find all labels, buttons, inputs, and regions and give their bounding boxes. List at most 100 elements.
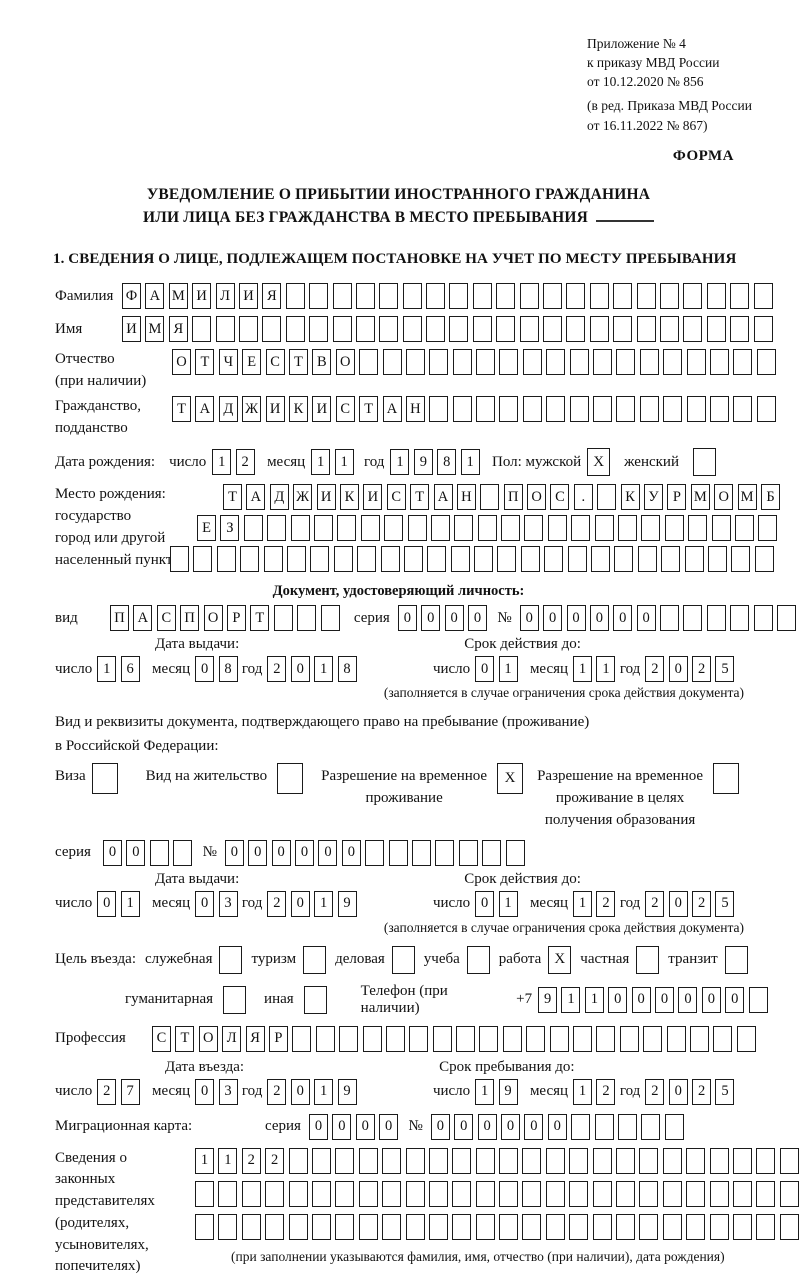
- form-cell[interactable]: Н: [456, 484, 476, 511]
- form-cell[interactable]: 0: [379, 1113, 399, 1140]
- form-cell[interactable]: Ж: [242, 395, 262, 422]
- form-cell[interactable]: [360, 515, 380, 542]
- form-cell[interactable]: [707, 546, 727, 573]
- form-cell[interactable]: 3: [218, 1078, 238, 1105]
- form-cell[interactable]: [501, 515, 521, 542]
- form-cell[interactable]: 0: [97, 890, 117, 917]
- form-cell[interactable]: [333, 546, 353, 573]
- form-cell[interactable]: [365, 839, 385, 866]
- form-cell[interactable]: [380, 546, 400, 573]
- form-cell[interactable]: [409, 1025, 429, 1052]
- form-cell[interactable]: [311, 1180, 331, 1207]
- form-cell[interactable]: [238, 316, 258, 343]
- form-cell[interactable]: 2: [596, 890, 616, 917]
- purpose-other-checkbox[interactable]: [303, 985, 327, 1014]
- form-cell[interactable]: [265, 1213, 285, 1240]
- form-cell[interactable]: 2: [692, 656, 712, 683]
- form-cell[interactable]: [709, 349, 729, 376]
- form-cell[interactable]: [522, 1180, 542, 1207]
- form-cell[interactable]: [753, 283, 773, 310]
- form-cell[interactable]: [452, 1213, 472, 1240]
- form-cell[interactable]: 0: [290, 890, 310, 917]
- form-cell[interactable]: [522, 349, 542, 376]
- form-cell[interactable]: [713, 1025, 733, 1052]
- form-cell[interactable]: [382, 349, 402, 376]
- form-cell[interactable]: [592, 1213, 612, 1240]
- form-cell[interactable]: Е: [197, 515, 216, 542]
- form-cell[interactable]: [359, 349, 379, 376]
- form-cell[interactable]: [569, 1147, 589, 1174]
- form-cell[interactable]: [475, 1147, 495, 1174]
- form-cell[interactable]: Б: [760, 484, 780, 511]
- form-cell[interactable]: [545, 1147, 565, 1174]
- form-cell[interactable]: [337, 515, 357, 542]
- form-cell[interactable]: 1: [460, 449, 480, 476]
- form-cell[interactable]: 2: [267, 656, 287, 683]
- form-cell[interactable]: [683, 605, 703, 632]
- form-cell[interactable]: [405, 349, 425, 376]
- form-cell[interactable]: 0: [477, 1113, 497, 1140]
- form-cell[interactable]: [779, 1180, 799, 1207]
- form-cell[interactable]: 1: [573, 1078, 593, 1105]
- form-cell[interactable]: [218, 1180, 238, 1207]
- form-cell[interactable]: 0: [524, 1113, 544, 1140]
- form-cell[interactable]: [403, 546, 423, 573]
- form-cell[interactable]: 0: [668, 1078, 688, 1105]
- form-cell[interactable]: [385, 1025, 405, 1052]
- form-cell[interactable]: [569, 1180, 589, 1207]
- form-cell[interactable]: 2: [645, 890, 665, 917]
- form-cell[interactable]: 9: [498, 1078, 518, 1105]
- form-cell[interactable]: [265, 1180, 285, 1207]
- form-cell[interactable]: 2: [692, 890, 712, 917]
- purpose-tourism-checkbox[interactable]: [303, 945, 327, 974]
- form-cell[interactable]: 1: [212, 449, 232, 476]
- form-cell[interactable]: [684, 546, 704, 573]
- form-cell[interactable]: 1: [475, 1078, 495, 1105]
- form-cell[interactable]: Т: [288, 349, 308, 376]
- form-cell[interactable]: [497, 546, 517, 573]
- form-cell[interactable]: [477, 515, 497, 542]
- form-cell[interactable]: 0: [295, 839, 315, 866]
- form-cell[interactable]: О: [714, 484, 734, 511]
- form-cell[interactable]: [355, 283, 375, 310]
- sex-male-checkbox[interactable]: X: [587, 448, 611, 477]
- form-cell[interactable]: [636, 283, 656, 310]
- form-cell[interactable]: 8: [437, 449, 457, 476]
- form-cell[interactable]: [384, 515, 404, 542]
- form-cell[interactable]: М: [737, 484, 757, 511]
- form-cell[interactable]: 2: [645, 1078, 665, 1105]
- form-cell[interactable]: 6: [120, 656, 140, 683]
- form-cell[interactable]: [663, 349, 683, 376]
- form-cell[interactable]: [594, 1113, 614, 1140]
- form-cell[interactable]: Т: [223, 484, 242, 511]
- form-cell[interactable]: 0: [444, 605, 464, 632]
- form-cell[interactable]: [706, 316, 726, 343]
- form-cell[interactable]: А: [133, 605, 153, 632]
- form-cell[interactable]: 1: [573, 656, 593, 683]
- form-cell[interactable]: [756, 1180, 776, 1207]
- form-cell[interactable]: 0: [613, 605, 633, 632]
- form-cell[interactable]: 1: [498, 656, 518, 683]
- form-cell[interactable]: 0: [543, 605, 563, 632]
- form-cell[interactable]: [526, 1025, 546, 1052]
- form-cell[interactable]: [426, 316, 446, 343]
- purpose-work-checkbox[interactable]: X: [548, 945, 572, 974]
- form-cell[interactable]: [335, 1147, 355, 1174]
- form-cell[interactable]: [472, 316, 492, 343]
- form-cell[interactable]: 1: [390, 449, 410, 476]
- form-cell[interactable]: [545, 1213, 565, 1240]
- form-cell[interactable]: [335, 1213, 355, 1240]
- form-cell[interactable]: [663, 395, 683, 422]
- form-cell[interactable]: 3: [218, 890, 238, 917]
- form-cell[interactable]: Р: [226, 605, 246, 632]
- form-cell[interactable]: И: [363, 484, 383, 511]
- form-cell[interactable]: [332, 316, 352, 343]
- form-cell[interactable]: [730, 283, 750, 310]
- form-cell[interactable]: 0: [668, 656, 688, 683]
- form-cell[interactable]: 0: [631, 986, 651, 1013]
- form-cell[interactable]: [709, 1213, 729, 1240]
- form-cell[interactable]: С: [152, 1025, 171, 1052]
- form-cell[interactable]: [641, 1113, 661, 1140]
- form-cell[interactable]: 9: [413, 449, 433, 476]
- form-cell[interactable]: П: [180, 605, 200, 632]
